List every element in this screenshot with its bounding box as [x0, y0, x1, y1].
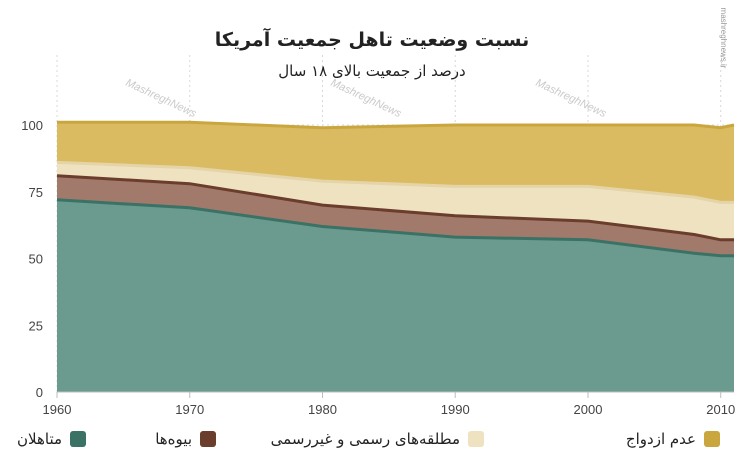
legend-label: متاهلان — [17, 430, 63, 448]
area-series-1 — [57, 175, 734, 256]
line-series-3 — [57, 120, 735, 130]
chart-title: نسبت وضعیت تاهل جمعیت آمریکا — [215, 27, 529, 51]
legend-swatch — [70, 431, 87, 447]
series-lines — [56, 120, 735, 258]
area-series-0 — [57, 199, 734, 392]
chart-area: MashreghNewsMashreghNewsMashreghNewsMash… — [21, 27, 735, 417]
watermark-text: MashreghNews — [124, 77, 199, 120]
legend-label: عدم ازدواج — [625, 430, 696, 448]
y-tick-label: 50 — [29, 252, 43, 267]
x-tick-label: 1970 — [175, 402, 204, 417]
logo-icon: mashreghnews.ir — [719, 8, 728, 69]
legend-label: بیوه‌ها — [155, 430, 192, 448]
y-axis: 0 25 50 75 100 — [21, 118, 43, 400]
legend-item: عدم ازدواج — [626, 430, 720, 448]
x-tick-label: 2000 — [574, 402, 603, 417]
y-tick-label: 100 — [21, 118, 43, 133]
y-tick-label: 75 — [29, 185, 43, 200]
y-tick-label: 25 — [29, 318, 43, 333]
line-series-0 — [56, 198, 734, 258]
x-tick-label: 1980 — [308, 402, 337, 417]
legend-item: بیوه‌ها — [155, 430, 216, 448]
legend: عدم ازدواج مطلقه‌های رسمی و غیررسمی بیوه‌ه… — [0, 430, 744, 460]
y-tick-label: 0 — [36, 385, 43, 400]
series-areas — [57, 122, 734, 392]
legend-swatch — [704, 431, 720, 447]
legend-label: مطلقه‌های رسمی و غیررسمی — [270, 430, 460, 448]
legend-swatch — [468, 431, 484, 447]
area-series-3 — [57, 122, 734, 203]
line-series-2 — [56, 160, 734, 204]
line-series-1 — [56, 174, 734, 242]
legend-swatch — [200, 431, 216, 447]
logo-text: mashreghnews.ir — [719, 8, 728, 69]
legend-item: مطلقه‌های رسمی و غیررسمی — [271, 430, 484, 448]
watermark-text: MashreghNews — [534, 77, 609, 120]
x-tick-label: 1960 — [43, 402, 72, 417]
watermark-text: MashreghNews — [329, 77, 404, 120]
x-tick-label: 2010 — [706, 402, 735, 417]
legend-item: متاهلان — [17, 430, 87, 448]
area-series-2 — [57, 162, 734, 240]
x-axis: 1960 1970 1980 1990 2000 2010 — [43, 392, 735, 417]
x-tick-label: 1990 — [441, 402, 470, 417]
chart-subtitle: درصد از جمعیت بالای ۱۸ سال — [278, 62, 465, 80]
